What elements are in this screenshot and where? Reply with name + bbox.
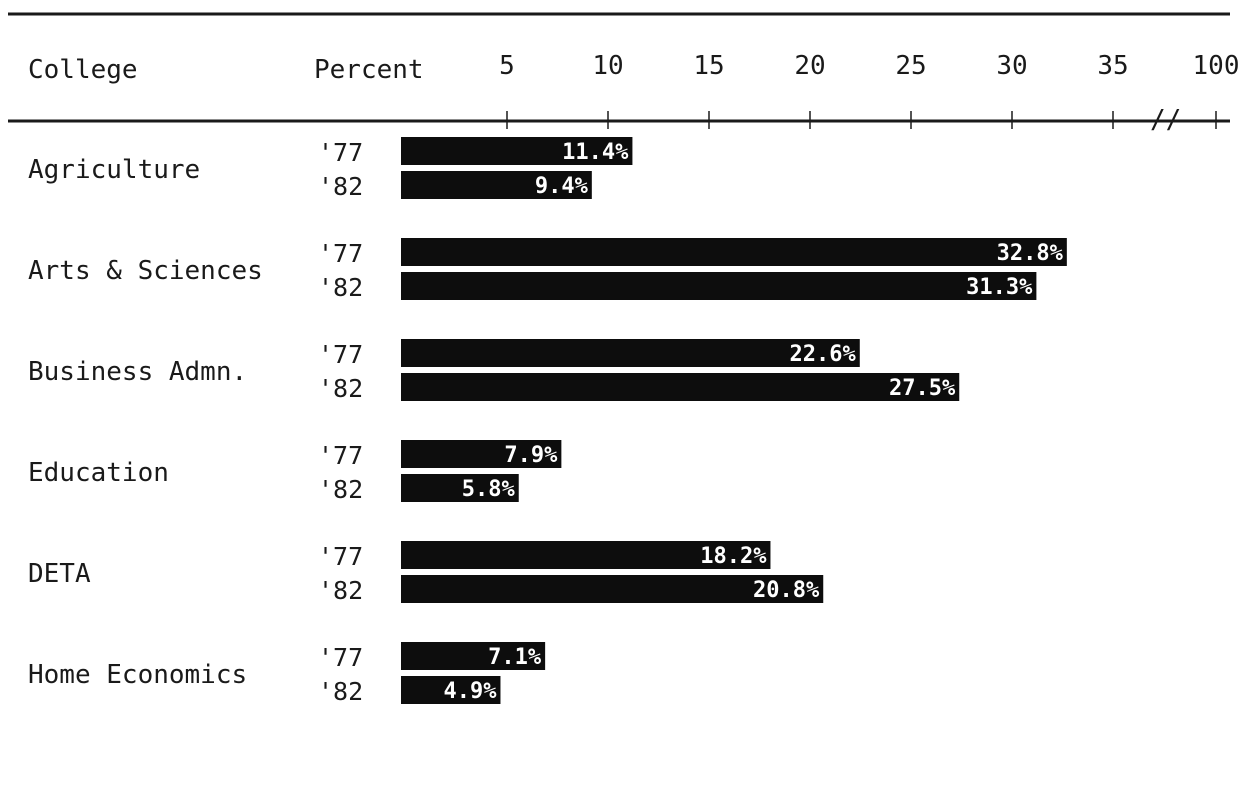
bar <box>401 137 633 165</box>
year-label: '77 <box>318 542 363 571</box>
axis-ticks <box>506 111 1217 129</box>
header-percent: Percent <box>314 55 424 85</box>
data-label: 7.9% <box>504 443 558 468</box>
tick-label: 20 <box>794 51 825 81</box>
year-label: '82 <box>318 677 363 706</box>
bar <box>401 440 562 468</box>
tick-labels: 5 10 15 20 25 30 35 100 <box>499 51 1239 81</box>
bar <box>401 238 1067 266</box>
chart-rows: Agriculture '77 11.4% '82 9.4% Arts & Science… <box>28 137 1067 706</box>
data-label: 32.8% <box>997 241 1064 266</box>
year-label: '77 <box>318 239 363 268</box>
data-label: 22.6% <box>790 342 857 367</box>
row-4: DETA '77 18.2% '82 20.8% <box>28 541 824 605</box>
year-label: '82 <box>318 273 363 302</box>
tick-label: 100 <box>1193 51 1240 81</box>
year-label: '82 <box>318 374 363 403</box>
category-label: Agriculture <box>28 155 200 185</box>
axis-break-mark: // <box>1150 105 1181 135</box>
year-label: '82 <box>318 576 363 605</box>
data-label: 5.8% <box>462 477 516 502</box>
category-label: Arts & Sciences <box>28 256 263 286</box>
row-5: Home Economics '77 7.1% '82 4.9% <box>28 642 546 706</box>
category-label: Home Economics <box>28 660 247 690</box>
category-label: Business Admn. <box>28 357 247 387</box>
year-label: '77 <box>318 441 363 470</box>
category-label: DETA <box>28 559 91 589</box>
data-label: 27.5% <box>889 376 956 401</box>
data-label: 11.4% <box>562 140 629 165</box>
data-label: 4.9% <box>443 679 497 704</box>
header-college: College <box>28 55 138 85</box>
data-label: 7.1% <box>488 645 542 670</box>
data-label: 18.2% <box>700 544 767 569</box>
row-1: Arts & Sciences '77 32.8% '82 31.3% <box>28 238 1067 302</box>
row-3: Education '77 7.9% '82 5.8% <box>28 440 562 504</box>
data-label: 9.4% <box>535 174 589 199</box>
data-label: 20.8% <box>753 578 820 603</box>
tick-label: 25 <box>895 51 926 81</box>
bar <box>401 541 771 569</box>
tick-label: 30 <box>996 51 1027 81</box>
bar <box>401 373 960 401</box>
data-label: 31.3% <box>966 275 1033 300</box>
category-label: Education <box>28 458 169 488</box>
year-label: '82 <box>318 475 363 504</box>
bar <box>401 676 501 704</box>
bar <box>401 339 860 367</box>
year-label: '82 <box>318 172 363 201</box>
row-0: Agriculture '77 11.4% '82 9.4% <box>28 137 633 201</box>
year-label: '77 <box>318 138 363 167</box>
bar <box>401 575 824 603</box>
year-label: '77 <box>318 340 363 369</box>
tick-label: 15 <box>693 51 724 81</box>
bar <box>401 272 1037 300</box>
bar <box>401 474 519 502</box>
tick-label: 35 <box>1097 51 1128 81</box>
row-2: Business Admn. '77 22.6% '82 27.5% <box>28 339 960 403</box>
bar <box>401 171 592 199</box>
year-label: '77 <box>318 643 363 672</box>
tick-label: 5 <box>499 51 515 81</box>
tick-label: 10 <box>592 51 623 81</box>
bar <box>401 642 546 670</box>
